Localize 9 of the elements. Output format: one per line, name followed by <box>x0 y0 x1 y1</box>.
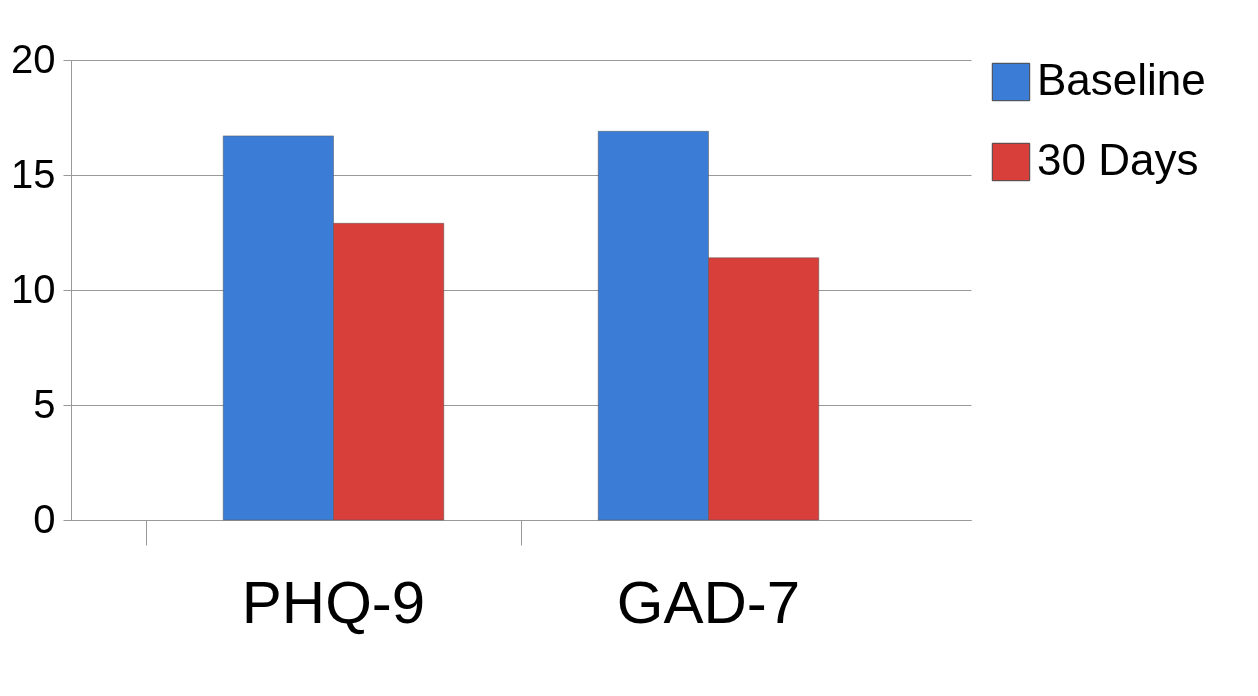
y-tick-label: 10 <box>11 266 56 311</box>
x-tick-label: PHQ-9 <box>241 568 426 636</box>
y-tick-label: 20 <box>11 36 56 81</box>
legend-label: 30 Days <box>1037 135 1199 184</box>
legend-label: Baseline <box>1037 55 1206 104</box>
y-tick-label: 5 <box>33 381 56 426</box>
y-tick-label: 0 <box>33 496 56 541</box>
y-tick-label: 15 <box>11 151 56 196</box>
x-tick-label: GAD-7 <box>616 568 801 636</box>
